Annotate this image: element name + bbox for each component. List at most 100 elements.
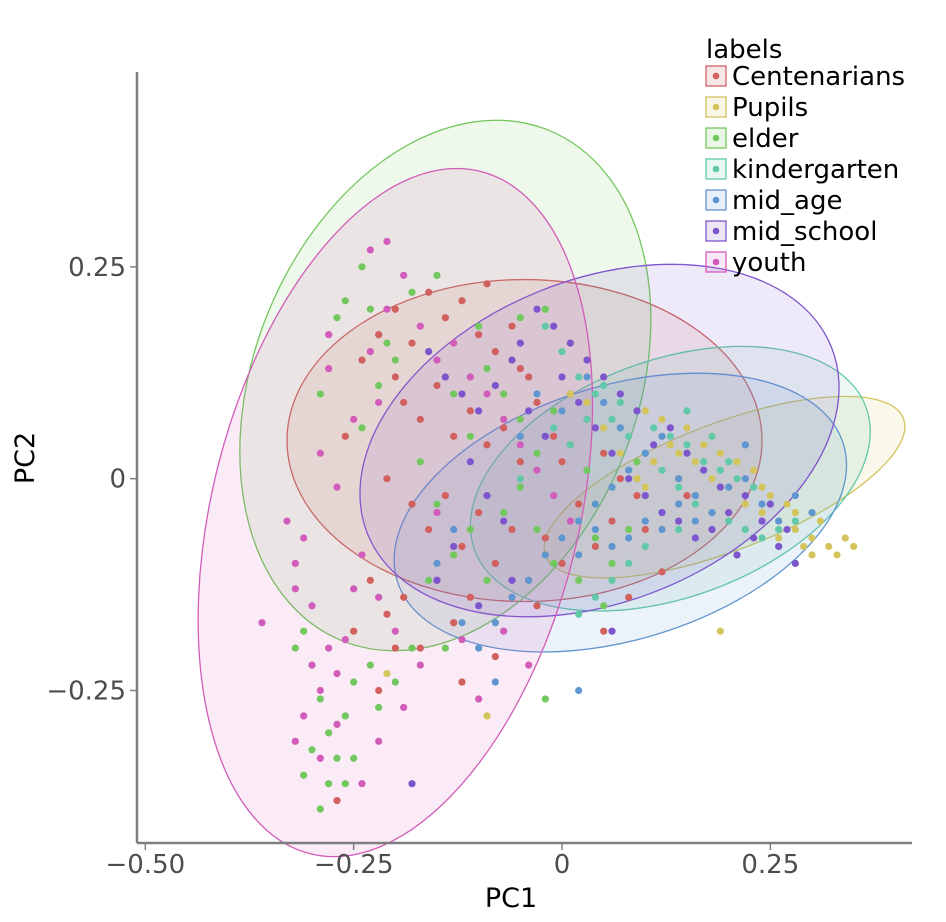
point-mid-age bbox=[600, 398, 608, 407]
legend-key-dot bbox=[712, 227, 720, 235]
point-youth bbox=[316, 686, 324, 695]
legend-item-centenarians: Centenarians bbox=[705, 62, 905, 92]
point-pupils bbox=[600, 424, 608, 432]
point-youth bbox=[300, 534, 308, 542]
point-mid-age bbox=[658, 432, 666, 440]
point-youth bbox=[433, 508, 441, 517]
point-youth bbox=[258, 619, 266, 627]
point-youth bbox=[566, 517, 574, 525]
ellipse-mid-school bbox=[359, 263, 840, 618]
point-youth bbox=[358, 551, 366, 559]
point-centenarians bbox=[633, 492, 641, 500]
point-elder bbox=[291, 644, 299, 652]
point-mid-school bbox=[775, 542, 783, 551]
point-mid-age bbox=[658, 525, 666, 534]
point-pupils bbox=[691, 458, 699, 466]
point-mid-age bbox=[791, 492, 799, 500]
point-centenarians bbox=[491, 653, 499, 661]
point-youth bbox=[325, 331, 333, 339]
point-mid-school bbox=[700, 466, 708, 474]
point-centenarians bbox=[483, 280, 491, 288]
point-centenarians bbox=[575, 500, 583, 508]
point-mid-school bbox=[708, 525, 716, 534]
point-youth bbox=[291, 585, 299, 593]
point-pupils bbox=[741, 500, 749, 508]
legend-item-youth: youth bbox=[705, 248, 806, 278]
point-kindergarten bbox=[600, 381, 608, 390]
point-pupils bbox=[841, 534, 849, 542]
point-kindergarten bbox=[683, 407, 691, 415]
point-youth bbox=[333, 720, 341, 728]
point-elder bbox=[366, 305, 374, 313]
point-kindergarten bbox=[691, 500, 699, 508]
point-centenarians bbox=[383, 475, 391, 483]
point-youth bbox=[291, 737, 299, 745]
point-kindergarten bbox=[583, 415, 591, 423]
point-elder bbox=[500, 508, 508, 517]
point-kindergarten bbox=[591, 593, 599, 601]
point-mid-age bbox=[808, 508, 816, 517]
point-mid-age bbox=[491, 678, 499, 686]
point-mid-age bbox=[691, 492, 699, 500]
point-pupils bbox=[783, 500, 791, 508]
point-centenarians bbox=[658, 568, 666, 576]
point-elder bbox=[391, 356, 399, 364]
point-youth bbox=[350, 415, 358, 423]
point-youth bbox=[316, 449, 324, 457]
point-centenarians bbox=[333, 797, 341, 805]
point-centenarians bbox=[466, 407, 474, 415]
point-youth bbox=[533, 466, 541, 474]
point-elder bbox=[325, 729, 333, 737]
point-pupils bbox=[808, 551, 816, 559]
point-centenarians bbox=[525, 373, 533, 381]
point-pupils bbox=[633, 475, 641, 483]
point-youth bbox=[283, 517, 291, 525]
legend-key-dot bbox=[712, 134, 720, 142]
point-elder bbox=[450, 390, 458, 398]
point-mid-school bbox=[533, 305, 541, 313]
point-mid-school bbox=[525, 407, 533, 415]
point-centenarians bbox=[600, 449, 608, 457]
point-elder bbox=[516, 415, 524, 423]
point-pupils bbox=[658, 415, 666, 423]
point-mid-age bbox=[758, 500, 766, 508]
point-mid-age bbox=[691, 517, 699, 525]
point-youth bbox=[308, 661, 316, 669]
point-elder bbox=[475, 322, 483, 330]
point-youth bbox=[375, 593, 383, 601]
point-kindergarten bbox=[650, 424, 658, 432]
point-kindergarten bbox=[658, 466, 666, 474]
point-kindergarten bbox=[750, 483, 758, 491]
point-mid-age bbox=[675, 500, 683, 508]
point-youth bbox=[325, 644, 333, 652]
point-centenarians bbox=[516, 458, 524, 466]
point-kindergarten bbox=[516, 475, 524, 483]
point-elder bbox=[433, 271, 441, 279]
point-centenarians bbox=[416, 644, 424, 652]
point-elder bbox=[408, 644, 416, 652]
point-elder bbox=[441, 644, 449, 652]
point-mid-age bbox=[675, 475, 683, 483]
point-mid-school bbox=[683, 449, 691, 457]
point-elder bbox=[341, 780, 349, 788]
point-mid-age bbox=[708, 508, 716, 517]
point-elder bbox=[483, 576, 491, 584]
point-mid-age bbox=[625, 466, 633, 474]
point-pupils bbox=[791, 525, 799, 534]
x-axis-title: PC1 bbox=[485, 883, 537, 914]
point-kindergarten bbox=[608, 415, 616, 423]
point-pupils bbox=[775, 534, 783, 542]
point-mid-school bbox=[716, 483, 724, 491]
point-mid-age bbox=[625, 534, 633, 542]
point-mid-age bbox=[541, 551, 549, 559]
point-mid-age bbox=[533, 390, 541, 398]
legend-key-dot bbox=[712, 196, 720, 204]
legend-title: labels bbox=[706, 35, 782, 65]
point-pupils bbox=[825, 542, 833, 551]
ellipse-kindergarten bbox=[469, 345, 871, 612]
point-kindergarten bbox=[791, 517, 799, 525]
point-centenarians bbox=[458, 678, 466, 686]
point-centenarians bbox=[533, 398, 541, 407]
point-mid-school bbox=[475, 602, 483, 610]
